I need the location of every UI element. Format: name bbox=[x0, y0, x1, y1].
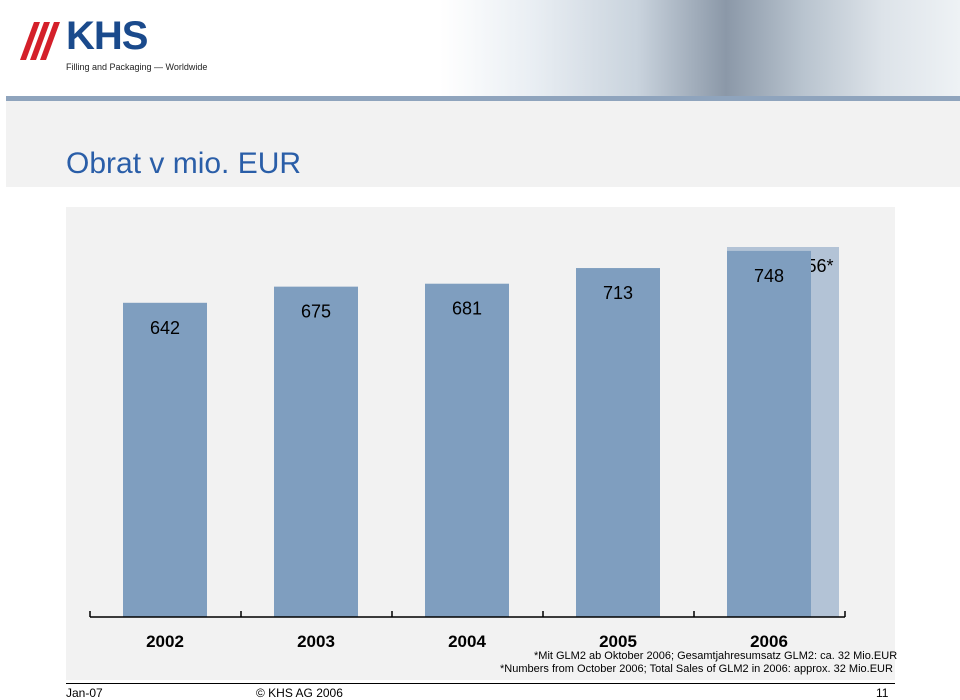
header-divider bbox=[6, 96, 960, 101]
footnote-english: *Numbers from October 2006; Total Sales … bbox=[500, 663, 893, 675]
bar-2003 bbox=[274, 286, 358, 617]
page-title: Obrat v mio. EUR bbox=[66, 147, 302, 180]
data-label-2005: 713 bbox=[603, 283, 633, 303]
header-photo-banner bbox=[440, 0, 960, 96]
data-label-2004: 681 bbox=[452, 299, 482, 319]
logo-tagline: Filling and Packaging — Worldwide bbox=[66, 62, 208, 72]
x-tick-label-2005: 2005 bbox=[599, 632, 637, 651]
bar-2004 bbox=[425, 283, 509, 617]
x-tick-label-2004: 2004 bbox=[448, 632, 486, 651]
footer-date: Jan-07 bbox=[66, 686, 103, 700]
khs-logo-mark-icon bbox=[20, 22, 60, 60]
header: KHS Filling and Packaging — Worldwide bbox=[0, 0, 960, 96]
bar-2005 bbox=[576, 268, 660, 617]
x-tick-label-2006: 2006 bbox=[750, 632, 788, 651]
logo-text: KHS bbox=[66, 14, 148, 58]
x-tick-label-2002: 2002 bbox=[146, 632, 184, 651]
footer-copyright: © KHS AG 2006 bbox=[256, 686, 343, 700]
data-label-2006: 748 bbox=[754, 266, 784, 286]
bar-2002 bbox=[123, 302, 207, 617]
chart-area: 756* 642 2002 675 2003 681 2004 713 2005 748 2006 … bbox=[66, 207, 898, 680]
footnote-german: *Mit GLM2 ab Oktober 2006; Gesamtjahresu… bbox=[534, 650, 898, 662]
bar-2006 bbox=[727, 250, 811, 617]
data-label-2002: 642 bbox=[150, 318, 180, 338]
footer-page-number: 11 bbox=[876, 686, 889, 700]
x-tick-label-2003: 2003 bbox=[297, 632, 335, 651]
khs-logo: KHS Filling and Packaging — Worldwide bbox=[18, 14, 218, 80]
data-label-2003: 675 bbox=[301, 302, 331, 322]
title-band: Obrat v mio. EUR bbox=[6, 101, 960, 187]
footer-divider bbox=[66, 683, 895, 684]
